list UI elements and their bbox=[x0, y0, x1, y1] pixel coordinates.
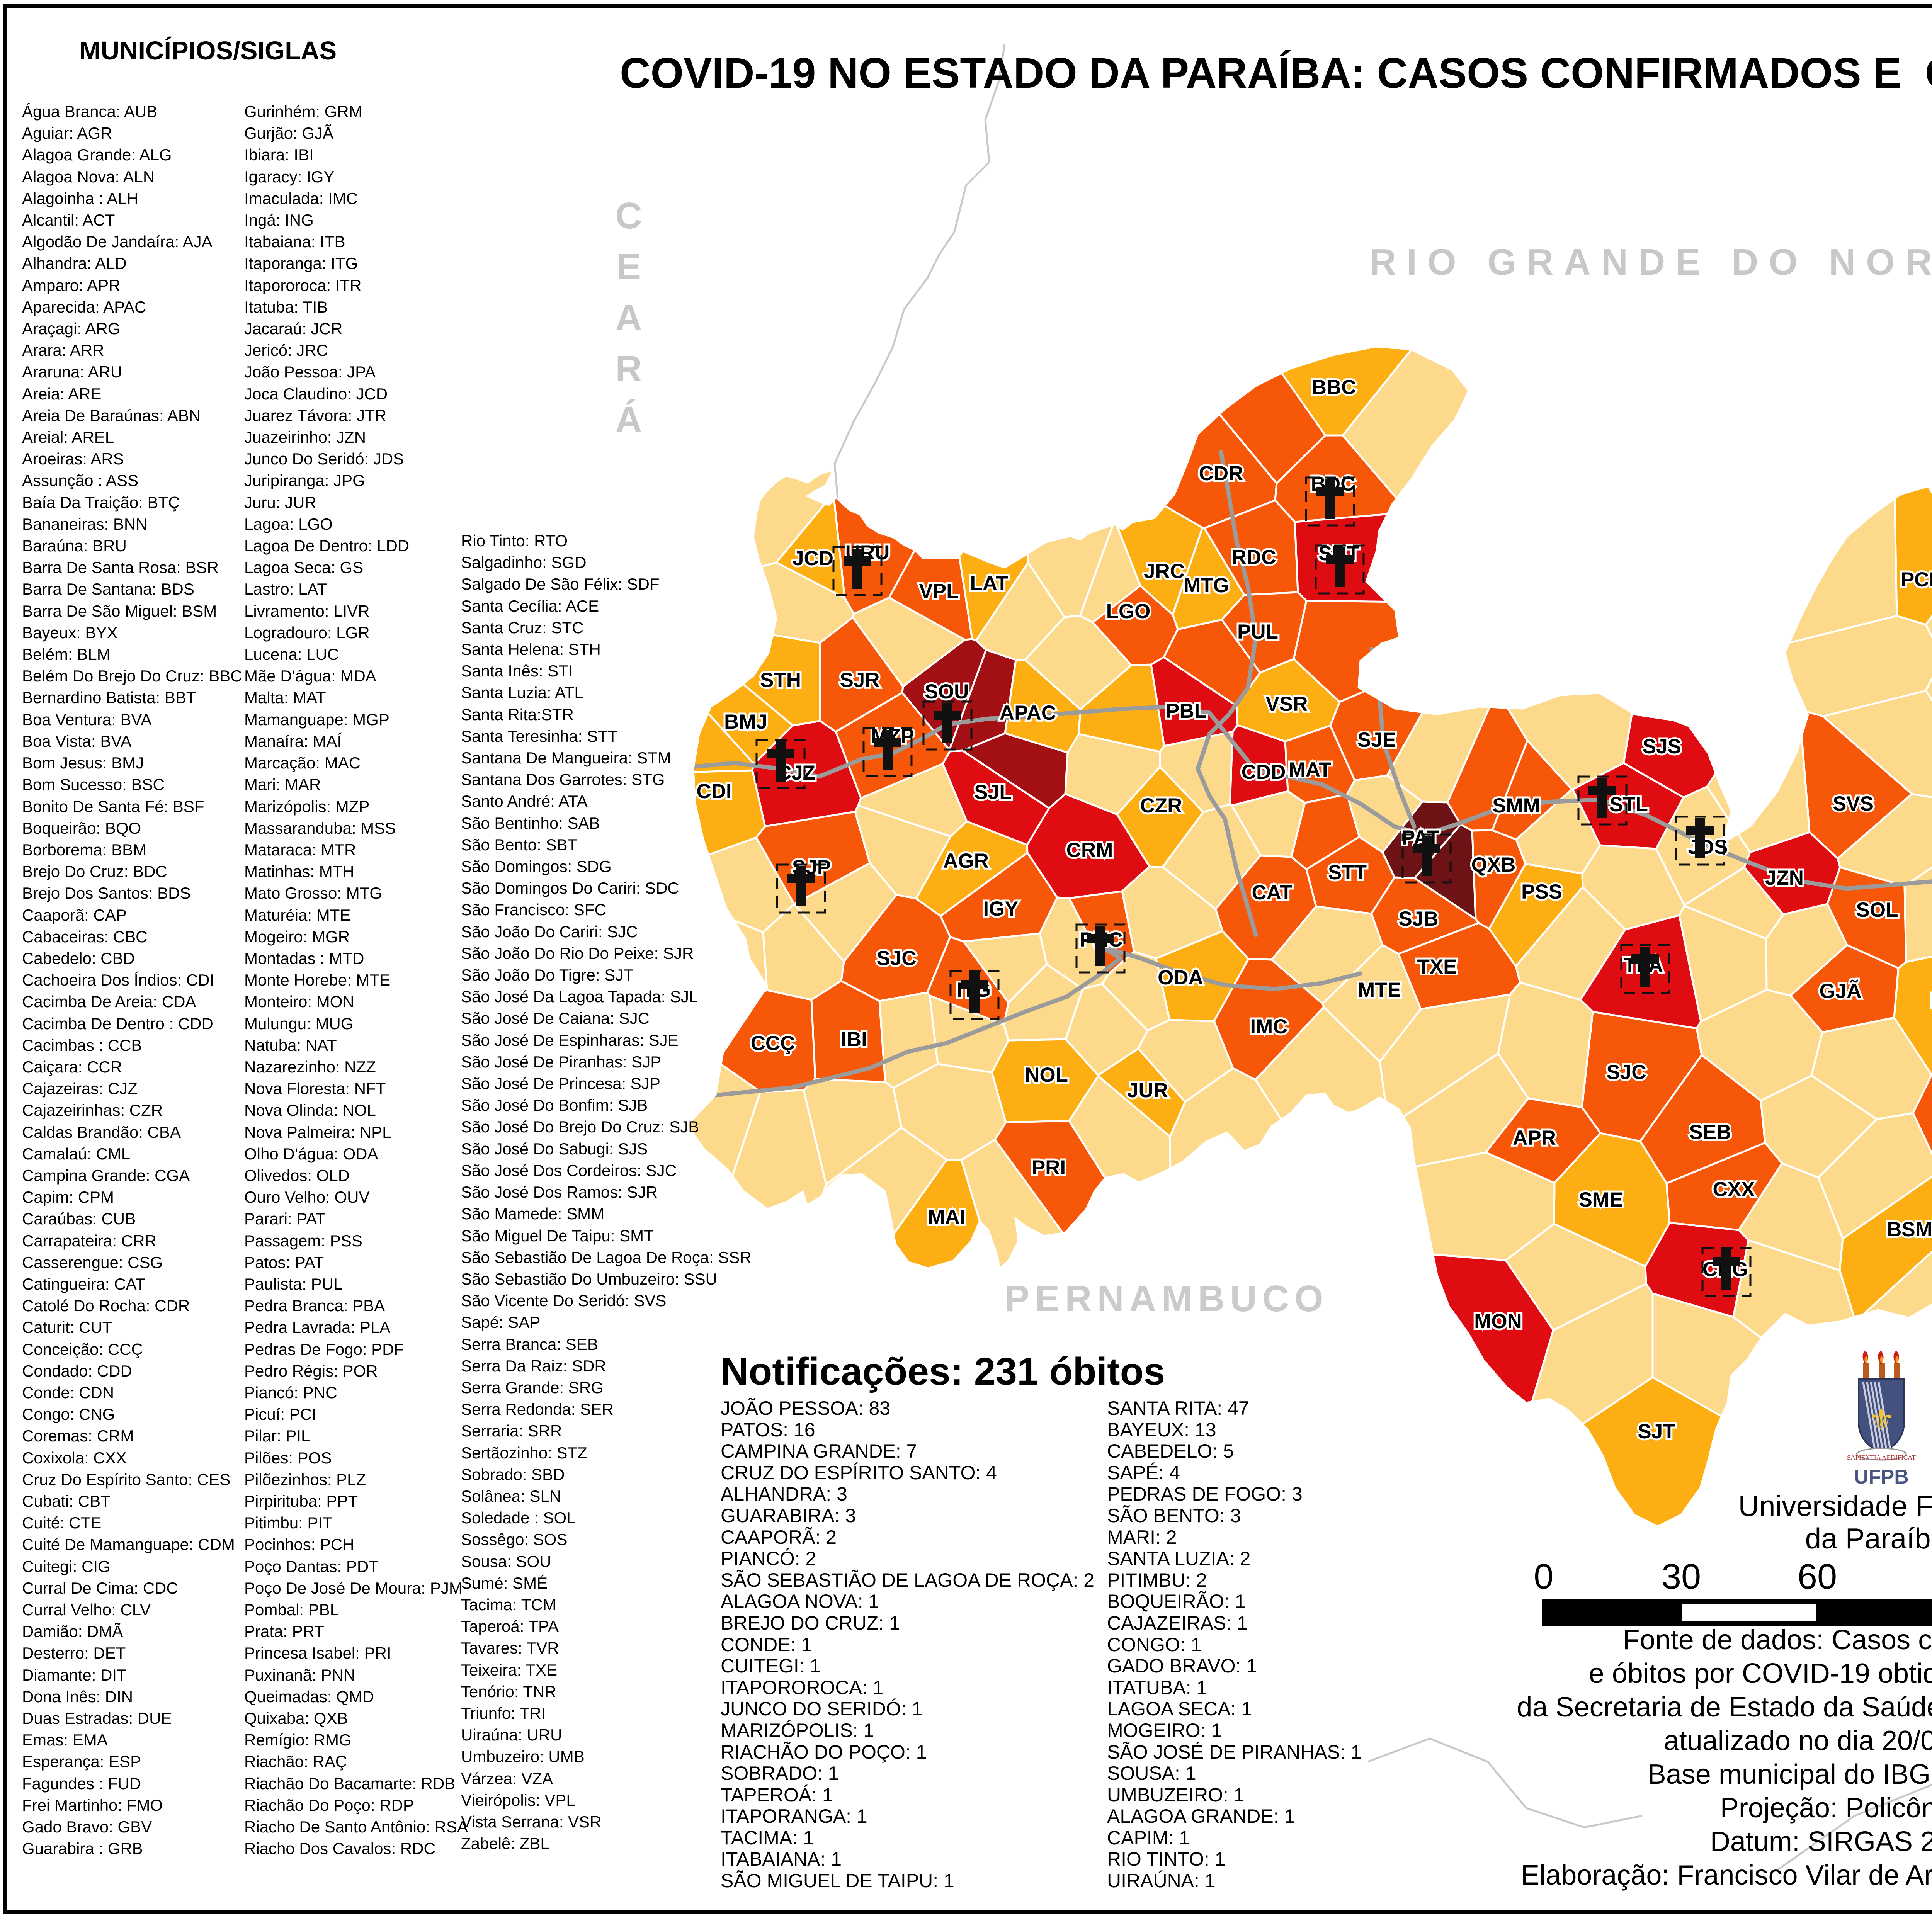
svg-text:JRC: JRC bbox=[1144, 560, 1185, 583]
svg-text:QXB: QXB bbox=[1471, 853, 1516, 876]
svg-text:SJL: SJL bbox=[974, 781, 1012, 804]
svg-text:LAT: LAT bbox=[970, 572, 1008, 595]
svg-text:MTG: MTG bbox=[1184, 574, 1229, 597]
svg-text:STH: STH bbox=[760, 669, 801, 692]
svg-text:MAI: MAI bbox=[928, 1206, 965, 1229]
svg-text:SJC: SJC bbox=[1606, 1061, 1646, 1084]
svg-text:SJT: SJT bbox=[1638, 1420, 1675, 1443]
svg-text:APR: APR bbox=[1513, 1127, 1556, 1149]
svg-text:SME: SME bbox=[1579, 1188, 1623, 1211]
svg-text:CXX: CXX bbox=[1713, 1178, 1755, 1201]
svg-text:MAT: MAT bbox=[1289, 758, 1332, 781]
svg-text:SJC: SJC bbox=[876, 947, 916, 970]
svg-text:IBI: IBI bbox=[841, 1028, 867, 1051]
svg-text:BMJ: BMJ bbox=[724, 710, 767, 733]
svg-text:SOU: SOU bbox=[925, 680, 969, 703]
svg-text:JZN: JZN bbox=[1765, 867, 1804, 889]
svg-text:SEB: SEB bbox=[1689, 1121, 1731, 1144]
svg-text:PUL: PUL bbox=[1237, 620, 1278, 643]
svg-text:SMM: SMM bbox=[1492, 794, 1540, 817]
svg-text:CDI: CDI bbox=[696, 780, 731, 803]
svg-text:CRM: CRM bbox=[1066, 839, 1113, 862]
svg-text:APAC: APAC bbox=[1000, 702, 1056, 724]
svg-text:PRI: PRI bbox=[1032, 1156, 1066, 1179]
svg-text:NOL: NOL bbox=[1025, 1064, 1068, 1086]
svg-text:JDS: JDS bbox=[1688, 836, 1728, 858]
svg-text:SVS: SVS bbox=[1833, 792, 1874, 815]
svg-text:JCD: JCD bbox=[793, 547, 833, 570]
svg-text:JUR: JUR bbox=[1127, 1079, 1168, 1102]
svg-text:IGY: IGY bbox=[983, 897, 1018, 920]
svg-text:SJS: SJS bbox=[1643, 735, 1681, 758]
svg-text:RDC: RDC bbox=[1232, 546, 1276, 569]
svg-text:VSR: VSR bbox=[1266, 693, 1308, 715]
svg-text:PCI: PCI bbox=[1901, 568, 1932, 591]
svg-text:MON: MON bbox=[1474, 1310, 1522, 1333]
svg-text:IMC: IMC bbox=[1250, 1015, 1287, 1038]
svg-text:STT: STT bbox=[1328, 861, 1367, 884]
svg-text:CCÇ: CCÇ bbox=[751, 1032, 795, 1055]
svg-text:SJE: SJE bbox=[1357, 729, 1396, 751]
svg-text:CDR: CDR bbox=[1199, 462, 1243, 485]
svg-text:SJR: SJR bbox=[840, 669, 879, 692]
svg-text:LGO: LGO bbox=[1106, 600, 1151, 623]
svg-text:GJÃ: GJÃ bbox=[1820, 979, 1862, 1003]
svg-text:SOL: SOL bbox=[1856, 899, 1898, 921]
svg-text:SJB: SJB bbox=[1398, 908, 1438, 930]
svg-text:CAT: CAT bbox=[1252, 881, 1293, 904]
svg-text:UFPB: UFPB bbox=[1854, 1466, 1909, 1488]
svg-text:BSM: BSM bbox=[1887, 1218, 1932, 1241]
svg-text:ODA: ODA bbox=[1158, 966, 1203, 989]
svg-text:⚜: ⚜ bbox=[1868, 1403, 1895, 1437]
svg-text:AGR: AGR bbox=[943, 850, 989, 872]
svg-text:VPL: VPL bbox=[919, 580, 959, 603]
svg-text:SAPIENTIA AEDIFICAT: SAPIENTIA AEDIFICAT bbox=[1847, 1454, 1916, 1461]
svg-text:CDD: CDD bbox=[1242, 761, 1286, 783]
svg-text:BBC: BBC bbox=[1312, 376, 1356, 399]
svg-text:CZR: CZR bbox=[1140, 794, 1182, 817]
svg-text:TXE: TXE bbox=[1417, 955, 1457, 978]
svg-text:PBL: PBL bbox=[1166, 700, 1207, 722]
svg-text:MTE: MTE bbox=[1358, 979, 1401, 1001]
svg-text:PSS: PSS bbox=[1521, 880, 1562, 903]
svg-text:STL: STL bbox=[1609, 793, 1648, 816]
